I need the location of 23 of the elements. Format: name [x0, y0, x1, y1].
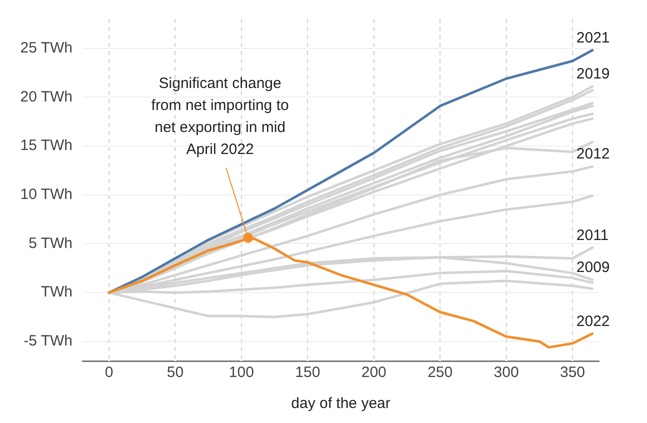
series-label: 2021 — [576, 29, 610, 46]
x-axis-title: day of the year — [291, 395, 390, 412]
x-tick-label: 250 — [428, 364, 453, 382]
y-tick-label: 25 TWh — [20, 39, 73, 56]
y-tick-label: TWh — [40, 284, 73, 301]
series-label: 2009 — [576, 259, 610, 276]
series-label: 2012 — [576, 146, 610, 163]
x-tick-label: 200 — [361, 364, 386, 382]
series-label: 2019 — [576, 66, 610, 83]
x-tick-label: 0 — [104, 364, 114, 382]
y-tick-label: 15 TWh — [20, 137, 73, 154]
annotation: Significant change from net importing to net exporting in mid April 2022 — [151, 75, 289, 158]
y-tick-label: 5 TWh — [28, 234, 73, 252]
y-tick-label: -5 TWh — [24, 332, 73, 350]
y-tick-label: 10 TWh — [20, 186, 73, 204]
x-tick-label: 50 — [166, 364, 184, 382]
x-tick-label: 100 — [228, 364, 254, 382]
series-label: 2011 — [576, 226, 609, 244]
x-tick-label: 300 — [494, 364, 519, 382]
series-label: 2022 — [576, 312, 610, 330]
x-tick-label: 150 — [295, 364, 320, 382]
y-tick-label: 20 TWh — [20, 88, 73, 106]
x-tick-label: 350 — [560, 364, 586, 382]
